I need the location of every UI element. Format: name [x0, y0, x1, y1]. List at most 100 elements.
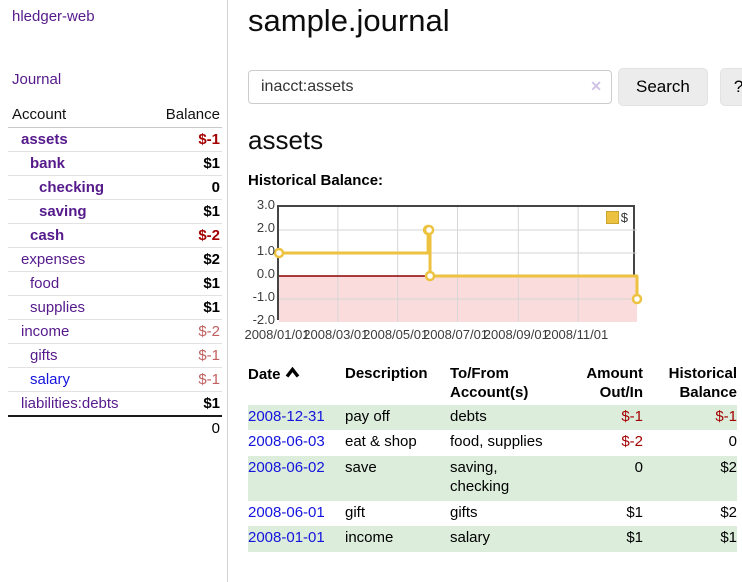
transaction-date-link[interactable]: 2008-01-01 [248, 529, 325, 547]
transaction-amount: $1 [626, 503, 643, 521]
chart-series-svg [273, 207, 643, 323]
y-axis-tick-label: -1.0 [252, 289, 275, 305]
sidebar: hledger-web Journal Account Balance asse… [0, 0, 228, 582]
y-axis-tick-label: 2.0 [256, 220, 275, 236]
chart-title: Historical Balance: [248, 172, 384, 190]
account-link[interactable]: salary [30, 371, 71, 388]
account-cell: gifts [8, 344, 147, 368]
account-link[interactable]: expenses [21, 251, 86, 268]
transaction-row: 2008-06-01 gift gifts $1 $2 [248, 501, 737, 527]
account-balance: $-1 [198, 131, 220, 148]
account-row: gifts $-1 [8, 343, 222, 368]
accounts-header-account: Account [12, 106, 67, 123]
account-balance: $1 [203, 155, 220, 172]
transaction-row: 2008-01-01 income salary $1 $1 [248, 526, 737, 553]
account-cell: assets [8, 128, 147, 152]
account-balance: $1 [203, 299, 220, 316]
account-link[interactable]: supplies [30, 299, 86, 316]
account-link[interactable]: gifts [30, 347, 58, 364]
register-header-row: Date Description To/From Account(s) Amoun… [248, 363, 737, 405]
search-help-button[interactable]: ? [719, 68, 742, 107]
legend-swatch-icon [605, 211, 619, 225]
account-cell: food [8, 272, 147, 296]
transaction-balance: $2 [720, 503, 737, 521]
transaction-row: 2008-12-31 pay off debts $-1 $-1 [248, 404, 737, 431]
account-link[interactable]: assets [21, 131, 68, 148]
transaction-date-link[interactable]: 2008-06-01 [248, 503, 325, 521]
column-header-date[interactable]: Date [248, 363, 345, 405]
account-balance: $1 [203, 275, 220, 292]
account-link[interactable]: liabilities:debts [21, 395, 119, 412]
transaction-date-link[interactable]: 2008-06-02 [248, 459, 325, 477]
transaction-row: 2008-06-02 save saving, checking 0 $2 [248, 456, 737, 501]
account-balance: 0 [211, 179, 220, 196]
y-axis-tick-label: 0.0 [256, 266, 275, 282]
y-axis-tick-label: 3.0 [256, 197, 275, 213]
transaction-date-link[interactable]: 2008-12-31 [248, 407, 325, 425]
accounts-table: Account Balance assets $-1 bank $1 check… [8, 103, 222, 440]
accounts-total-spacer [8, 416, 147, 440]
column-header-balance: Historical Balance [668, 365, 737, 401]
y-axis-tick-label: 1.0 [256, 243, 275, 259]
accounts-header-balance: Balance [165, 106, 220, 123]
transaction-balance: $2 [720, 459, 737, 477]
account-row: assets $-1 [8, 127, 222, 152]
column-header-accounts: To/From Account(s) [450, 365, 529, 401]
account-cell: bank [8, 152, 147, 176]
account-page-title: assets [248, 125, 324, 156]
x-axis-tick-label: 2008/07/01 [422, 327, 489, 343]
account-link[interactable]: food [30, 275, 60, 292]
account-row: bank $1 [8, 151, 222, 176]
account-cell: saving [8, 200, 147, 224]
accounts-total-row: 0 [8, 416, 222, 440]
account-link[interactable]: cash [30, 227, 65, 244]
account-cell: checking [8, 176, 147, 200]
account-cell: supplies [8, 296, 147, 320]
account-link[interactable]: bank [30, 155, 66, 172]
x-axis-tick-label: 2008/11/01 [544, 327, 609, 343]
transaction-description: save [345, 459, 377, 477]
journal-title: sample.journal [248, 3, 450, 38]
account-balance: $1 [203, 203, 220, 220]
sidebar-item-journal[interactable]: Journal [12, 71, 62, 88]
account-balance: $-2 [198, 323, 220, 340]
register-table: Date Description To/From Account(s) Amoun… [248, 363, 737, 553]
y-axis-tick-label: -2.0 [252, 312, 275, 328]
chart-plot-area: $ [273, 205, 643, 323]
accounts-header-row: Account Balance [8, 103, 222, 128]
column-header-amount: Amount Out/In [586, 365, 643, 401]
clear-search-icon[interactable]: ✕ [590, 78, 602, 95]
account-cell: cash [8, 224, 147, 248]
transaction-date-link[interactable]: 2008-06-03 [248, 433, 325, 451]
account-balance: $1 [203, 395, 220, 412]
account-row: expenses $2 [8, 247, 222, 272]
transaction-date-cell: 2008-06-02 [248, 456, 345, 501]
account-link[interactable]: income [21, 323, 70, 340]
transaction-amount: $-2 [621, 433, 643, 451]
account-row: checking 0 [8, 175, 222, 200]
account-link[interactable]: checking [39, 179, 105, 196]
transaction-date-cell: 2008-12-31 [248, 405, 345, 431]
main-content: sample.journal ✕ Search ? assets Histori… [229, 0, 742, 582]
search-button[interactable]: Search [618, 68, 708, 107]
account-balance: $2 [203, 251, 220, 268]
account-balance: $-1 [198, 371, 220, 388]
account-cell: liabilities:debts [8, 392, 147, 417]
account-row: liabilities:debts $1 [8, 391, 222, 417]
account-row: supplies $1 [8, 295, 222, 320]
historical-balance-chart: $ 3.0 2.0 1.0 0.0 -1.0 -2.0 2008/01/01 2008/03… [244, 197, 742, 345]
transaction-row: 2008-06-03 eat & shop food, supplies $-2… [248, 430, 737, 456]
brand-link[interactable]: hledger-web [12, 8, 95, 25]
transaction-accounts: saving, checking [450, 459, 510, 495]
transaction-accounts: food, supplies [450, 433, 543, 451]
transaction-description: income [345, 529, 394, 547]
transaction-balance: $-1 [715, 407, 737, 425]
legend-label: $ [620, 210, 628, 226]
account-row: food $1 [8, 271, 222, 296]
account-balance: $-2 [198, 227, 220, 244]
search-input[interactable] [248, 70, 612, 105]
transaction-accounts: gifts [450, 503, 478, 521]
account-link[interactable]: saving [39, 203, 87, 220]
account-row: cash $-2 [8, 223, 222, 248]
transaction-accounts: debts [450, 407, 487, 425]
